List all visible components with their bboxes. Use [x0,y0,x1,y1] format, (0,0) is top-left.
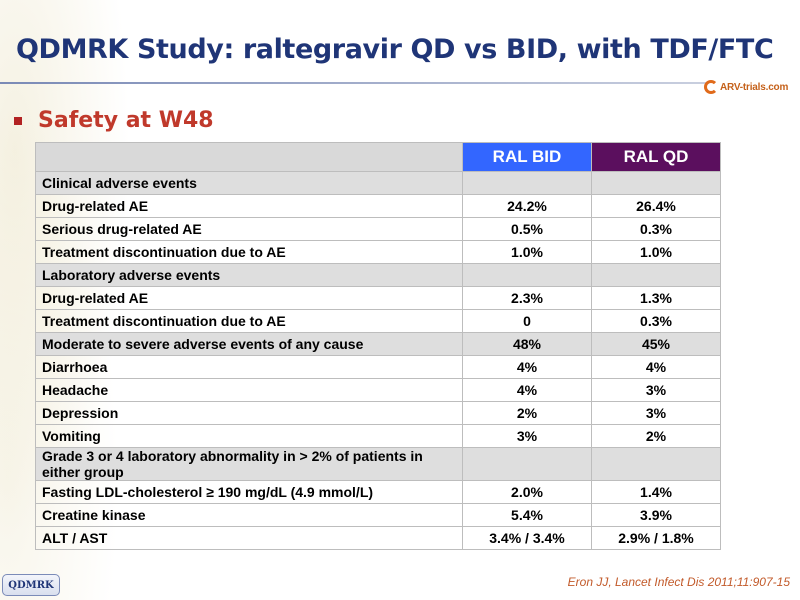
ral-bid-value: 4% [462,378,592,402]
row-label: Headache [35,378,463,402]
ral-qd-value: 2.9% / 1.8% [591,526,721,550]
header-ral-qd: RAL QD [591,142,721,172]
row-label: Clinical adverse events [35,171,463,195]
arv-trials-logo: ARV-trials.com [704,78,788,96]
ral-bid-value: 1.0% [462,240,592,264]
table-row: Vomiting 3% 2% [35,424,721,448]
table-row: Creatine kinase 5.4% 3.9% [35,503,721,527]
ral-bid-value: 4% [462,355,592,379]
ral-qd-value [591,263,721,287]
ral-bid-value: 3.4% / 3.4% [462,526,592,550]
row-label: Fasting LDL-cholesterol ≥ 190 mg/dL (4.9… [35,480,463,504]
ral-bid-value: 2% [462,401,592,425]
header-blank-cell [35,142,463,172]
table-row: Treatment discontinuation due to AE 1.0% 1… [35,240,721,264]
arv-logo-icon [704,80,718,94]
row-label: Creatine kinase [35,503,463,527]
ral-bid-value: 5.4% [462,503,592,527]
bullet-square-icon [14,116,22,125]
row-label: Laboratory adverse events [35,263,463,287]
row-label: Diarrhoea [35,355,463,379]
table-section-row: Grade 3 or 4 laboratory abnormality in >… [35,447,721,481]
safety-table-body: Clinical adverse events Drug-related AE 24… [35,171,721,550]
ral-bid-value [462,263,592,287]
table-section-row: Laboratory adverse events [35,263,721,287]
table-row: Fasting LDL-cholesterol ≥ 190 mg/dL (4.9… [35,480,721,504]
ral-bid-value [462,447,592,481]
ral-bid-value: 48% [462,332,592,356]
table-row: Depression 2% 3% [35,401,721,425]
ral-qd-value: 0.3% [591,309,721,333]
table-header-row: RAL BID RAL QD [35,142,721,172]
row-label: ALT / AST [35,526,463,550]
table-section-row: Moderate to severe adverse events of any… [35,332,721,356]
ral-qd-value [591,447,721,481]
table-row: Diarrhoea 4% 4% [35,355,721,379]
bullet-text: Safety at W48 [38,108,214,133]
row-label: Drug-related AE [35,194,463,218]
row-label: Vomiting [35,424,463,448]
row-label: Grade 3 or 4 laboratory abnormality in >… [35,447,463,481]
slide-title: QDMRK Study: raltegravir QD vs BID, with… [16,34,774,65]
ral-qd-value: 3.9% [591,503,721,527]
ral-bid-value: 2.0% [462,480,592,504]
ral-qd-value: 2% [591,424,721,448]
safety-table: RAL BID RAL QD Clinical adverse events Dr… [35,142,721,550]
ral-qd-value: 3% [591,378,721,402]
ral-qd-value: 45% [591,332,721,356]
row-label: Moderate to severe adverse events of any… [35,332,463,356]
ral-qd-value: 1.3% [591,286,721,310]
row-label: Drug-related AE [35,286,463,310]
table-row: Headache 4% 3% [35,378,721,402]
row-label: Treatment discontinuation due to AE [35,309,463,333]
ral-bid-value: 3% [462,424,592,448]
table-row: Drug-related AE 24.2% 26.4% [35,194,721,218]
header-ral-bid: RAL BID [462,142,592,172]
ral-qd-value: 1.4% [591,480,721,504]
row-label: Depression [35,401,463,425]
row-label: Serious drug-related AE [35,217,463,241]
ral-bid-value: 0 [462,309,592,333]
table-row: Drug-related AE 2.3% 1.3% [35,286,721,310]
citation: Eron JJ, Lancet Infect Dis 2011;11:907-1… [567,575,790,589]
row-label: Treatment discontinuation due to AE [35,240,463,264]
qdmrk-badge: QDMRK [2,574,60,596]
ral-bid-value [462,171,592,195]
ral-bid-value: 24.2% [462,194,592,218]
ral-qd-value: 26.4% [591,194,721,218]
ral-qd-value: 0.3% [591,217,721,241]
table-row: Serious drug-related AE 0.5% 0.3% [35,217,721,241]
ral-qd-value: 3% [591,401,721,425]
ral-bid-value: 0.5% [462,217,592,241]
table-row: Treatment discontinuation due to AE 0 0.3% [35,309,721,333]
ral-qd-value [591,171,721,195]
ral-qd-value: 4% [591,355,721,379]
bullet-heading: Safety at W48 [14,108,214,133]
title-divider [0,82,708,84]
ral-qd-value: 1.0% [591,240,721,264]
table-row: ALT / AST 3.4% / 3.4% 2.9% / 1.8% [35,526,721,550]
logo-text: ARV-trials.com [720,81,789,93]
ral-bid-value: 2.3% [462,286,592,310]
table-section-row: Clinical adverse events [35,171,721,195]
